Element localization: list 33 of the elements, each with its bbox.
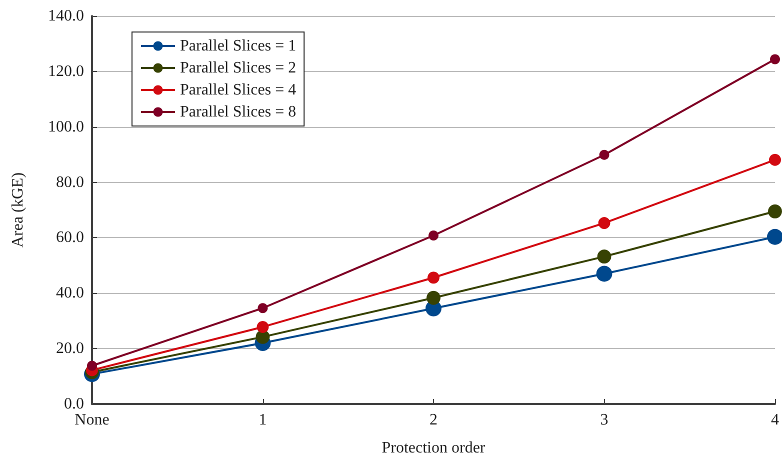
point <box>428 230 438 240</box>
y-axis-title: Area (kGE) <box>10 172 26 248</box>
point <box>770 54 780 64</box>
point <box>598 217 610 230</box>
y-tick-label: 20.0 <box>56 340 84 358</box>
legend-label: Parallel Slices = 1 <box>180 38 296 54</box>
y-tick-label: 80.0 <box>56 174 84 191</box>
x-tick-label: None <box>74 412 110 428</box>
legend-label: Parallel Slices = 8 <box>180 104 296 120</box>
y-tick-label: 140.0 <box>48 8 84 24</box>
x-axis-title: Protection order <box>382 440 486 456</box>
legend-label: Parallel Slices = 2 <box>180 60 296 76</box>
x-tick-label: 4 <box>771 412 779 428</box>
point <box>767 228 782 245</box>
point <box>768 204 782 218</box>
x-tick-label: 3 <box>600 412 608 428</box>
y-tick-label: 40.0 <box>56 284 84 302</box>
x-tick-label: 1 <box>258 412 267 428</box>
y-tick-label: 120.0 <box>48 62 84 80</box>
point <box>258 303 268 314</box>
point <box>87 360 97 371</box>
point <box>256 320 269 333</box>
point <box>428 272 440 284</box>
legend-label: Parallel Slices = 4 <box>180 82 296 98</box>
x-tick-label: 2 <box>430 412 438 428</box>
y-tick-label: 100.0 <box>48 118 84 136</box>
point <box>426 290 440 305</box>
point <box>596 266 612 282</box>
point <box>599 150 610 160</box>
y-tick-label: 0.0 <box>64 396 84 412</box>
point <box>769 154 781 166</box>
y-tick-label: 60.0 <box>56 229 84 246</box>
point <box>597 250 612 264</box>
